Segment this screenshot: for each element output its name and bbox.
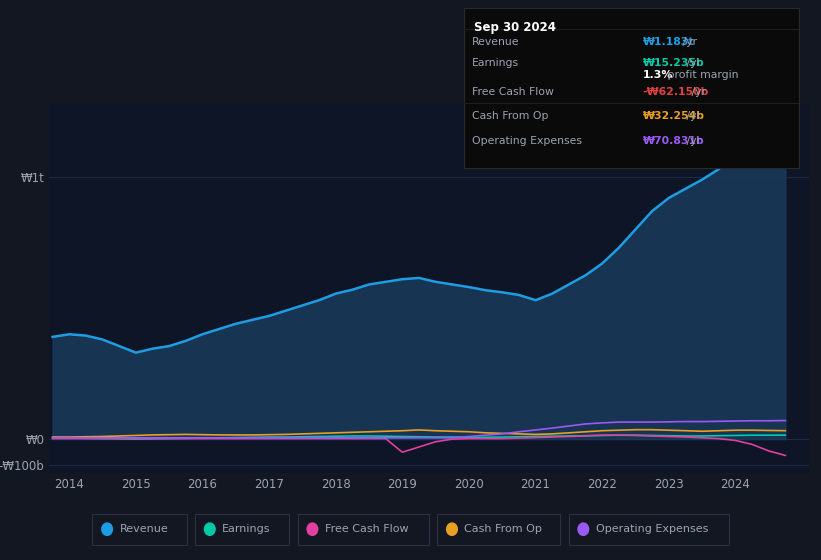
Text: /yr: /yr bbox=[683, 58, 701, 68]
Text: ₩32.254b: ₩32.254b bbox=[643, 111, 705, 122]
Text: Cash From Op: Cash From Op bbox=[465, 524, 542, 534]
Text: Operating Expenses: Operating Expenses bbox=[596, 524, 708, 534]
Text: /yr: /yr bbox=[683, 136, 701, 146]
Text: Free Cash Flow: Free Cash Flow bbox=[325, 524, 408, 534]
Text: -₩62.150b: -₩62.150b bbox=[643, 87, 709, 97]
Text: ₩15.235b: ₩15.235b bbox=[643, 58, 704, 68]
Text: Revenue: Revenue bbox=[120, 524, 168, 534]
Text: Earnings: Earnings bbox=[222, 524, 271, 534]
Text: 1.3%: 1.3% bbox=[643, 70, 673, 80]
Text: ₩1.183t: ₩1.183t bbox=[643, 38, 695, 48]
Text: Operating Expenses: Operating Expenses bbox=[472, 136, 582, 146]
Text: /yr: /yr bbox=[679, 38, 697, 48]
Text: Earnings: Earnings bbox=[472, 58, 519, 68]
Text: Sep 30 2024: Sep 30 2024 bbox=[474, 21, 556, 34]
Text: /yr: /yr bbox=[683, 111, 701, 122]
Text: Cash From Op: Cash From Op bbox=[472, 111, 548, 122]
Text: ₩70.831b: ₩70.831b bbox=[643, 136, 704, 146]
Text: /yr: /yr bbox=[688, 87, 706, 97]
Text: profit margin: profit margin bbox=[664, 70, 739, 80]
Text: Revenue: Revenue bbox=[472, 38, 520, 48]
Text: Free Cash Flow: Free Cash Flow bbox=[472, 87, 554, 97]
